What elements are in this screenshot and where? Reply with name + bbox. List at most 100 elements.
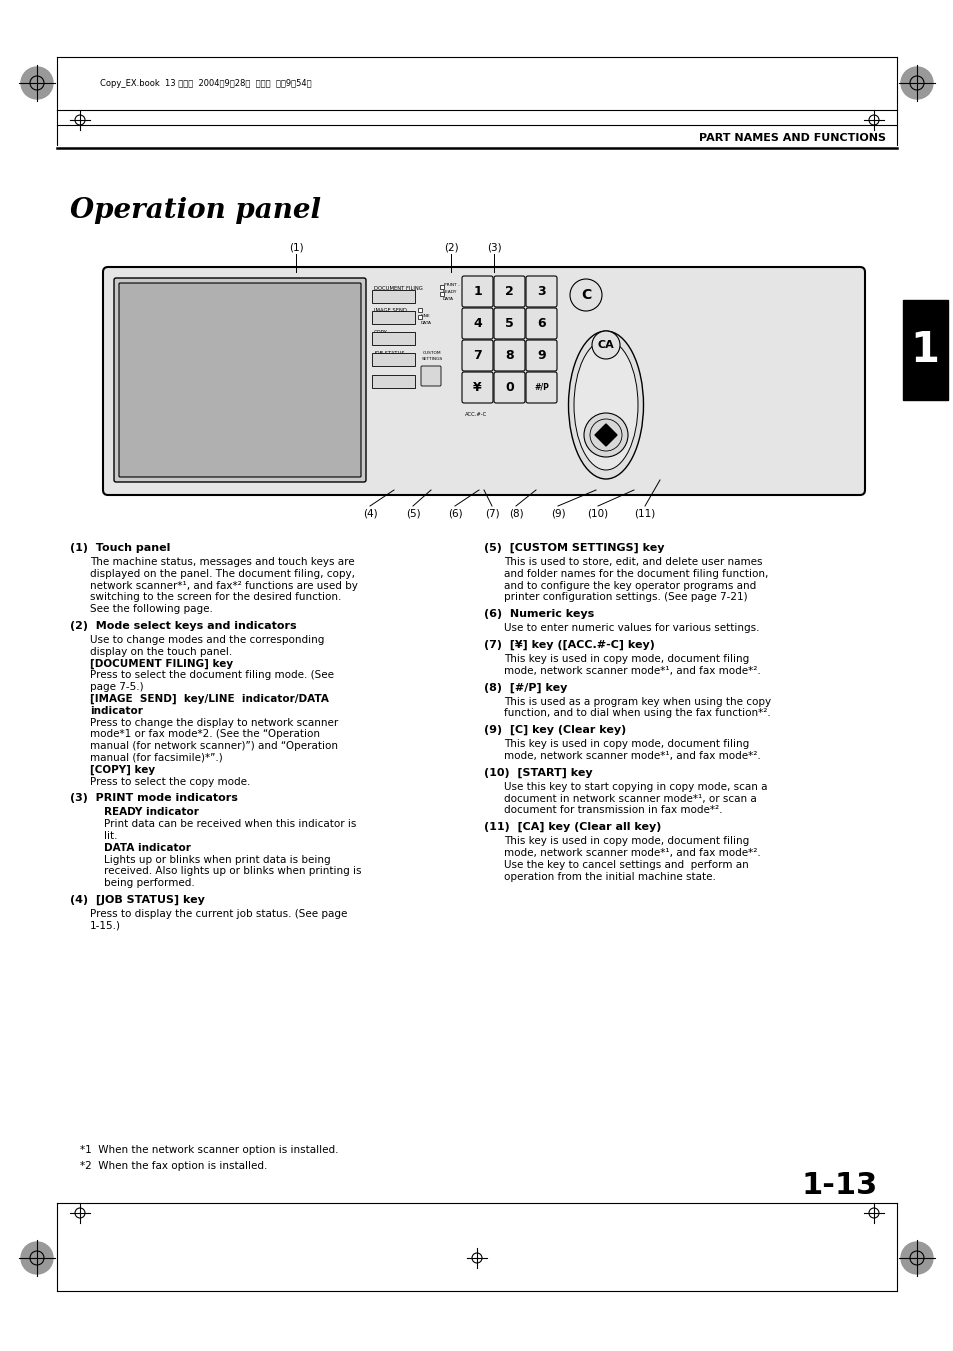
Text: manual (for facsimile)*”.): manual (for facsimile)*”.) [90, 753, 222, 763]
Text: (5)  [CUSTOM SETTINGS] key: (5) [CUSTOM SETTINGS] key [483, 543, 664, 554]
FancyBboxPatch shape [525, 276, 557, 307]
Text: function, and to dial when using the fax function*².: function, and to dial when using the fax… [503, 708, 770, 719]
Text: indicator: indicator [90, 705, 143, 716]
Text: 9: 9 [537, 349, 545, 362]
Text: (10): (10) [587, 508, 608, 517]
Text: This key is used in copy mode, document filing: This key is used in copy mode, document … [503, 654, 748, 663]
Text: lit.: lit. [104, 831, 117, 842]
Text: (6): (6) [447, 508, 462, 517]
Text: display on the touch panel.: display on the touch panel. [90, 647, 232, 657]
Text: and to configure the key operator programs and: and to configure the key operator progra… [503, 581, 756, 590]
Text: (1)  Touch panel: (1) Touch panel [70, 543, 171, 553]
Text: CUSTOM: CUSTOM [422, 351, 441, 355]
FancyBboxPatch shape [420, 366, 440, 386]
Text: 1: 1 [909, 330, 939, 372]
Circle shape [569, 280, 601, 311]
Text: page 7-5.): page 7-5.) [90, 682, 144, 692]
Text: [DOCUMENT FILING] key: [DOCUMENT FILING] key [90, 658, 233, 669]
FancyBboxPatch shape [461, 308, 493, 339]
Text: READY: READY [442, 290, 456, 295]
Text: SETTINGS: SETTINGS [421, 357, 442, 361]
FancyBboxPatch shape [525, 372, 557, 403]
Text: manual (for network scanner)”) and “Operation: manual (for network scanner)”) and “Oper… [90, 742, 337, 751]
Text: The machine status, messages and touch keys are: The machine status, messages and touch k… [90, 557, 355, 567]
Text: (4)  [JOB STATUS] key: (4) [JOB STATUS] key [70, 894, 205, 905]
FancyBboxPatch shape [461, 372, 493, 403]
Circle shape [21, 1242, 53, 1274]
Text: READY indicator: READY indicator [104, 808, 198, 817]
Text: Use this key to start copying in copy mode, scan a: Use this key to start copying in copy mo… [503, 782, 767, 792]
Text: 1-13: 1-13 [801, 1170, 877, 1200]
Text: Operation panel: Operation panel [70, 196, 320, 223]
Polygon shape [595, 424, 617, 446]
Text: DATA indicator: DATA indicator [104, 843, 191, 852]
Circle shape [900, 1242, 932, 1274]
Text: Press to select the document filing mode. (See: Press to select the document filing mode… [90, 670, 334, 681]
Text: *2  When the fax option is installed.: *2 When the fax option is installed. [80, 1161, 267, 1171]
Bar [417, 308, 421, 312]
FancyBboxPatch shape [494, 276, 524, 307]
Text: (1): (1) [289, 243, 303, 253]
Text: received. Also lights up or blinks when printing is: received. Also lights up or blinks when … [104, 866, 361, 877]
Circle shape [900, 68, 932, 99]
Text: and folder names for the document filing function,: and folder names for the document filing… [503, 569, 767, 578]
Text: CA: CA [597, 340, 614, 350]
Text: (2)  Mode select keys and indicators: (2) Mode select keys and indicators [70, 621, 296, 631]
Text: DATA: DATA [420, 322, 432, 326]
Text: switching to the screen for the desired function.: switching to the screen for the desired … [90, 592, 341, 603]
FancyBboxPatch shape [494, 372, 524, 403]
FancyBboxPatch shape [461, 276, 493, 307]
FancyBboxPatch shape [372, 353, 416, 366]
Text: Press to display the current job status. (See page: Press to display the current job status.… [90, 909, 347, 919]
Text: Copy_EX.book  13 ページ  2004年9月28日  火曜日  午後9時54分: Copy_EX.book 13 ページ 2004年9月28日 火曜日 午後9時5… [100, 78, 312, 88]
Text: Print data can be received when this indicator is: Print data can be received when this ind… [104, 819, 356, 830]
Text: being performed.: being performed. [104, 878, 194, 888]
Text: (4): (4) [362, 508, 377, 517]
Text: 1-15.): 1-15.) [90, 921, 121, 931]
Text: 7: 7 [473, 349, 481, 362]
Text: document for transmission in fax mode*².: document for transmission in fax mode*². [503, 805, 721, 816]
Text: (11): (11) [634, 508, 655, 517]
Text: mode*1 or fax mode*2. (See the “Operation: mode*1 or fax mode*2. (See the “Operatio… [90, 730, 319, 739]
Text: COPY: COPY [374, 330, 388, 335]
Text: (9)  [C] key (Clear key): (9) [C] key (Clear key) [483, 725, 625, 735]
Text: This is used to store, edit, and delete user names: This is used to store, edit, and delete … [503, 557, 761, 567]
Text: This key is used in copy mode, document filing: This key is used in copy mode, document … [503, 836, 748, 846]
Text: ¥: ¥ [473, 381, 481, 394]
Text: Lights up or blinks when print data is being: Lights up or blinks when print data is b… [104, 855, 331, 865]
Circle shape [592, 331, 619, 359]
Text: DATA: DATA [442, 297, 454, 301]
Circle shape [583, 413, 627, 457]
Circle shape [21, 68, 53, 99]
FancyBboxPatch shape [494, 340, 524, 372]
Text: Use to enter numeric values for various settings.: Use to enter numeric values for various … [503, 623, 759, 634]
FancyBboxPatch shape [113, 278, 366, 482]
Text: #/P: #/P [534, 382, 548, 392]
Text: (5): (5) [405, 508, 420, 517]
Bar [439, 292, 443, 296]
Text: 5: 5 [504, 317, 514, 330]
Text: PART NAMES AND FUNCTIONS: PART NAMES AND FUNCTIONS [699, 132, 885, 143]
Text: 3: 3 [537, 285, 545, 299]
Text: mode, network scanner mode*¹, and fax mode*².: mode, network scanner mode*¹, and fax mo… [503, 751, 760, 761]
Text: (10)  [START] key: (10) [START] key [483, 767, 592, 778]
Text: 8: 8 [505, 349, 514, 362]
Ellipse shape [568, 331, 643, 480]
Text: [COPY] key: [COPY] key [90, 765, 155, 775]
Text: (7)  [¥] key ([ACC.#-C] key): (7) [¥] key ([ACC.#-C] key) [483, 640, 654, 650]
Bar [439, 285, 443, 289]
Text: This key is used in copy mode, document filing: This key is used in copy mode, document … [503, 739, 748, 750]
Text: 1: 1 [473, 285, 481, 299]
FancyBboxPatch shape [372, 289, 416, 303]
Text: This is used as a program key when using the copy: This is used as a program key when using… [503, 697, 770, 707]
Text: operation from the initial machine state.: operation from the initial machine state… [503, 871, 715, 882]
Text: network scanner*¹, and fax*² functions are used by: network scanner*¹, and fax*² functions a… [90, 581, 357, 590]
Text: (3): (3) [486, 243, 500, 253]
Bar [417, 315, 421, 319]
Text: C: C [580, 288, 591, 303]
Text: (8)  [#/P] key: (8) [#/P] key [483, 682, 567, 693]
FancyBboxPatch shape [461, 340, 493, 372]
FancyBboxPatch shape [372, 374, 416, 388]
Text: JOB STATUS: JOB STATUS [374, 350, 404, 355]
Text: (6)  Numeric keys: (6) Numeric keys [483, 609, 594, 619]
